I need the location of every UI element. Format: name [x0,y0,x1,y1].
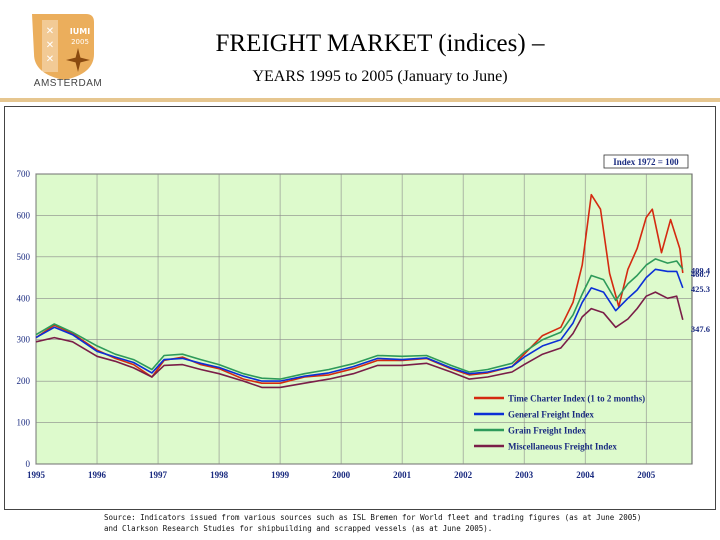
legend-label: Time Charter Index (1 to 2 months) [508,394,645,404]
series-lines [35,193,684,389]
iumi-amsterdam-logo: ✕ ✕ ✕ IUMI 2005 [32,14,94,80]
y-tick-label: 200 [17,376,31,386]
end-value-labels: 460.7 425.3 409.4 347.6 [691,265,711,334]
end-label-3: 347.6 [691,324,710,334]
y-tick-label: 400 [17,293,31,303]
logo-city: AMSTERDAM [33,78,103,89]
chart-legend: Time Charter Index (1 to 2 months) Genera… [474,394,645,452]
y-axis-ticks: 0 100 200 300 400 500 600 700 [17,169,31,469]
x-tick-label: 1995 [27,470,46,480]
end-label-2: 409.4 [691,265,711,275]
x-tick-label: 1998 [210,470,229,480]
y-tick-label: 300 [17,335,31,345]
x-tick-label: 2003 [515,470,534,480]
x-tick-label: 2004 [576,470,595,480]
y-tick-label: 700 [17,169,31,179]
legend-label: Miscellaneous Freight Index [508,442,617,452]
y-tick-label: 0 [26,459,31,469]
source-line-2: and Clarkson Research Studies for shipbu… [104,524,493,533]
legend-label: Grain Freight Index [508,426,586,436]
page-subtitle: YEARS 1995 to 2005 (January to June) [252,68,508,85]
source-note: Source: Indicators issued from various s… [104,512,704,534]
x-tick-label: 2000 [332,470,351,480]
gridlines [35,173,692,465]
x-axis-ticks: 1995 1996 1997 1998 1999 2000 2001 2002 2003 2004… [27,470,656,480]
page-title: FREIGHT MARKET (indices) – [215,30,545,57]
x-tick-label: 1996 [88,470,107,480]
legend-label: General Freight Index [508,410,594,420]
y-tick-label: 100 [17,418,31,428]
x-tick-label: 2005 [637,470,656,480]
svg-text:✕: ✕ [46,40,54,51]
series-line-1 [35,268,684,382]
plot-area [35,173,693,465]
y-tick-label: 600 [17,210,31,220]
logo-year-text: 2005 [71,38,89,46]
x-tick-label: 2001 [393,470,412,480]
svg-text:✕: ✕ [46,26,54,37]
source-line-1: Source: Indicators issued from various s… [104,513,642,522]
x-tick-label: 1999 [271,470,290,480]
end-label-0: 460.7 [691,269,711,279]
header-divider [0,98,720,102]
y-tick-label: 500 [17,252,31,262]
index-note: Index 1972 = 100 [613,157,679,167]
logo-top-text: IUMI [70,27,90,36]
end-label-1: 425.3 [691,284,710,294]
series-line-3 [35,291,684,389]
index-note-box: Index 1972 = 100 [603,154,689,169]
svg-text:✕: ✕ [46,54,54,65]
series-line-2 [35,258,684,380]
compass-rose-icon [66,48,90,72]
x-tick-label: 1997 [149,470,168,480]
x-tick-label: 2002 [454,470,473,480]
